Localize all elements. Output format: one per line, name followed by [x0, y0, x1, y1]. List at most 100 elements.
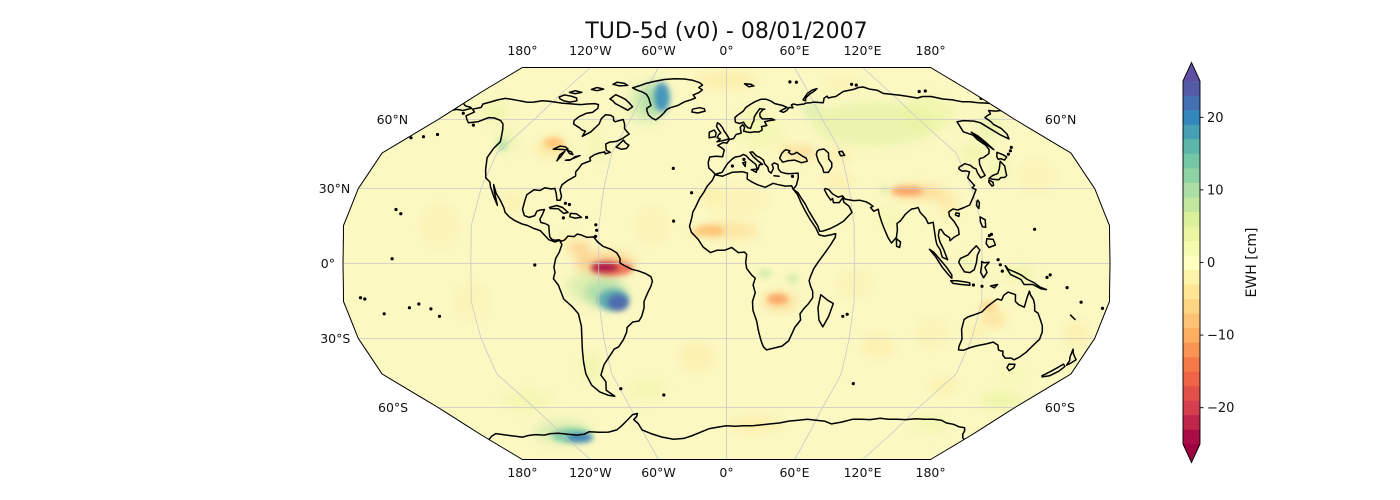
colorbar-band — [1183, 211, 1200, 227]
colorbar-tick-label: 20 — [1207, 111, 1224, 126]
island-dot — [619, 387, 623, 391]
coastline-lake-michigan — [556, 150, 566, 162]
lon-label-top: 60°W — [641, 43, 676, 58]
island-dot — [461, 111, 465, 115]
anomaly-se-asia-orange — [940, 204, 957, 217]
coastline-iceland — [691, 106, 706, 114]
lon-label-top: 60°E — [779, 43, 809, 58]
coastline-taiwan — [975, 199, 981, 210]
anomaly-e-antarctica-orange — [729, 417, 782, 432]
anomaly-brazil-blue-core — [607, 294, 629, 312]
anomaly-colombia-orange — [558, 235, 576, 246]
coastline-arctic-isl-3 — [568, 89, 583, 95]
lon-label-top: 180° — [916, 43, 946, 58]
anomaly-nw-australia-halo — [981, 310, 1007, 328]
anomaly-w-australia-ocean — [915, 319, 949, 349]
coastline-nz-south — [1041, 363, 1066, 378]
anomaly-n-india-teal — [880, 186, 889, 194]
island-dot — [690, 191, 694, 195]
island-dot — [794, 80, 799, 84]
lon-label-bottom: 60°E — [779, 465, 809, 480]
island-dot — [399, 212, 403, 216]
coastline-svalbard — [743, 83, 755, 88]
coastline-novaya-zemlya — [802, 87, 818, 102]
anomaly-iran-orange — [821, 171, 854, 192]
coastline-new-guinea — [1004, 265, 1048, 291]
colorbar-band — [1183, 327, 1200, 343]
lat-label-right: 60°N — [1045, 112, 1077, 127]
island-dot — [358, 296, 363, 300]
lon-label-bottom: 120°E — [844, 465, 882, 480]
colorbar-tick-label: 10 — [1207, 183, 1224, 198]
anomaly-s-atlantic-green — [629, 379, 665, 400]
map-area — [342, 67, 1111, 460]
colorbar-band — [1183, 356, 1200, 372]
coastline-nz-north — [1065, 348, 1077, 366]
colorbar-band — [1183, 153, 1200, 169]
anomaly-caucasus-orange — [796, 147, 814, 159]
coastline-timor — [989, 283, 999, 289]
island-dot — [971, 283, 976, 287]
map-boundary — [342, 67, 1111, 460]
island-dot — [998, 263, 1002, 267]
coastline-honshu — [988, 160, 1008, 181]
island-dot — [471, 123, 475, 127]
island-dot — [923, 89, 927, 93]
island-dot — [437, 314, 442, 318]
island-dot — [585, 215, 589, 219]
island-dot — [917, 89, 921, 94]
colorbar-band — [1183, 139, 1200, 154]
anomaly-quebec-green — [585, 130, 603, 145]
colorbar-band — [1183, 429, 1200, 445]
coastline-borneo — [957, 245, 981, 274]
coastline-tasmania — [1006, 363, 1016, 372]
island-dot — [382, 312, 386, 316]
coastline-newfoundland — [615, 139, 630, 150]
island-dot — [671, 166, 675, 170]
island-dot — [742, 157, 746, 161]
island-dot — [1008, 149, 1013, 153]
lon-label-top: 0° — [719, 43, 733, 58]
anomaly-mexico-orange — [502, 191, 524, 211]
island-dot — [594, 234, 598, 238]
coastline-sicily — [750, 168, 758, 174]
colorbar-band — [1183, 110, 1200, 125]
coastline-ireland — [708, 129, 717, 139]
island-dot — [850, 82, 854, 86]
island-dot — [730, 164, 735, 168]
island-dot — [1009, 145, 1013, 149]
island-dot — [1079, 300, 1083, 304]
coastline-black-sea — [778, 148, 808, 164]
anomaly-coral-sea-orange — [1063, 321, 1089, 346]
anomaly-scandinavia-green — [743, 105, 766, 123]
coastline-caspian-sea — [815, 148, 833, 174]
colorbar-band — [1183, 168, 1200, 183]
colorbar-arrow-bottom — [1183, 444, 1200, 463]
anomaly-india-green — [878, 208, 900, 228]
island-dot — [417, 302, 421, 306]
colorbar-axis-label: EWH [cm] — [1244, 228, 1260, 298]
anomaly-s-atlantic-orange — [679, 342, 715, 372]
coastline-americas — [465, 97, 654, 398]
island-dot — [407, 306, 411, 310]
colorbar-arrow-top — [1183, 62, 1200, 81]
island-dot — [788, 80, 792, 84]
coastline-crete — [773, 174, 780, 177]
anomaly-sahara-wash — [705, 186, 769, 216]
coastline-hokkaido — [996, 151, 1008, 161]
lon-label-bottom: 60°W — [641, 465, 676, 480]
coastline-sumatra — [928, 248, 953, 280]
chart-title: TUD-5d (v0) - 08/01/2007 — [584, 19, 867, 44]
island-dot — [996, 258, 1000, 262]
coastline-asia-east — [792, 109, 1010, 261]
anomaly-tasman-green — [998, 364, 1029, 384]
colorbar-band — [1183, 182, 1200, 198]
anomaly-layer-core — [496, 82, 998, 443]
anomaly-s-africa-red-core — [767, 293, 789, 305]
anomaly-congo-teal-1 — [758, 268, 772, 279]
colorbar-band — [1183, 269, 1200, 285]
island-dot — [662, 393, 666, 397]
anomaly-arctic-orange-e — [822, 76, 862, 91]
lon-label-top: 180° — [507, 43, 537, 58]
